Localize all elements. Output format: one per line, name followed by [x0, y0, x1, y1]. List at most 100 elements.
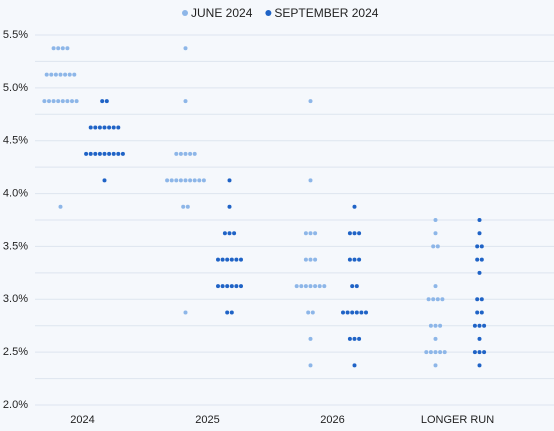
dot	[53, 72, 58, 77]
dot	[67, 72, 72, 77]
y-tick-label: 2.0%	[3, 399, 28, 411]
dot	[111, 151, 116, 156]
dot	[183, 178, 188, 183]
dot	[178, 178, 183, 183]
dot	[174, 178, 179, 183]
dot	[433, 218, 438, 222]
dot	[479, 310, 484, 315]
dot	[227, 231, 232, 236]
y-tick-label: 5.0%	[3, 82, 28, 94]
dot	[357, 257, 362, 262]
dot	[435, 244, 440, 249]
dot	[433, 350, 438, 355]
dot	[232, 231, 237, 236]
dot	[433, 323, 438, 328]
dot	[359, 310, 364, 315]
dot	[479, 244, 484, 249]
dot	[88, 151, 93, 156]
y-tick-label: 3.5%	[3, 240, 28, 252]
dot	[169, 178, 174, 183]
y-tick-label: 4.0%	[3, 187, 28, 199]
dot	[225, 310, 230, 315]
y-tick-label: 3.0%	[3, 293, 28, 305]
dot	[183, 46, 188, 51]
dot	[49, 72, 54, 77]
dot	[120, 151, 125, 156]
dot	[350, 310, 355, 315]
dot	[428, 323, 433, 328]
dot	[183, 310, 188, 315]
dot	[477, 218, 482, 222]
dot	[435, 297, 440, 302]
dot	[65, 46, 70, 51]
dot	[475, 297, 480, 302]
dot	[97, 125, 102, 130]
dot	[352, 257, 357, 262]
dot	[347, 336, 352, 341]
dot	[93, 125, 98, 130]
dot	[303, 284, 308, 289]
dot	[308, 231, 313, 236]
legend: JUNE 2024 SEPTEMBER 2024	[182, 6, 379, 20]
dot	[88, 125, 93, 130]
dot	[70, 99, 74, 104]
dot	[107, 125, 112, 130]
dot	[234, 284, 239, 289]
dot	[44, 72, 49, 77]
dot	[102, 125, 107, 130]
dot	[303, 231, 308, 236]
dot	[56, 99, 61, 104]
dot	[308, 178, 313, 183]
dot	[308, 99, 313, 104]
dot	[442, 350, 447, 355]
dot	[310, 310, 315, 315]
dot	[299, 284, 304, 289]
dot	[197, 178, 202, 183]
dot	[440, 297, 445, 302]
dot	[192, 151, 197, 156]
x-tick-label: 2026	[320, 414, 344, 426]
dot	[475, 244, 480, 249]
dot	[225, 284, 230, 289]
dot	[93, 151, 98, 156]
dot	[308, 336, 313, 341]
dot	[475, 257, 480, 262]
dot	[97, 151, 102, 156]
dot	[354, 284, 359, 289]
dot	[183, 99, 188, 104]
dot	[188, 151, 193, 156]
dot	[51, 99, 56, 104]
dot	[306, 310, 311, 315]
dot	[479, 257, 484, 262]
dot	[322, 284, 327, 289]
dot	[313, 231, 318, 236]
dot	[433, 336, 438, 341]
dot	[216, 284, 220, 289]
dot	[313, 257, 318, 262]
dot	[438, 350, 443, 355]
dot	[472, 350, 477, 355]
dot	[345, 310, 350, 315]
dot	[317, 284, 322, 289]
dot	[220, 284, 225, 289]
dot	[477, 231, 482, 236]
dot	[431, 297, 436, 302]
dot	[438, 323, 443, 328]
dot	[428, 350, 433, 355]
dot	[303, 257, 308, 262]
dot	[239, 257, 243, 262]
dot	[188, 178, 193, 183]
dot	[294, 284, 299, 289]
dot	[220, 257, 225, 262]
y-tick-label: 4.5%	[3, 135, 28, 147]
dot	[472, 323, 477, 328]
dot	[201, 178, 206, 183]
dot	[63, 72, 68, 77]
dot	[433, 284, 438, 289]
dot	[341, 310, 345, 315]
dot	[58, 72, 63, 77]
dot	[477, 363, 482, 368]
dot	[174, 151, 179, 156]
dot	[354, 310, 359, 315]
